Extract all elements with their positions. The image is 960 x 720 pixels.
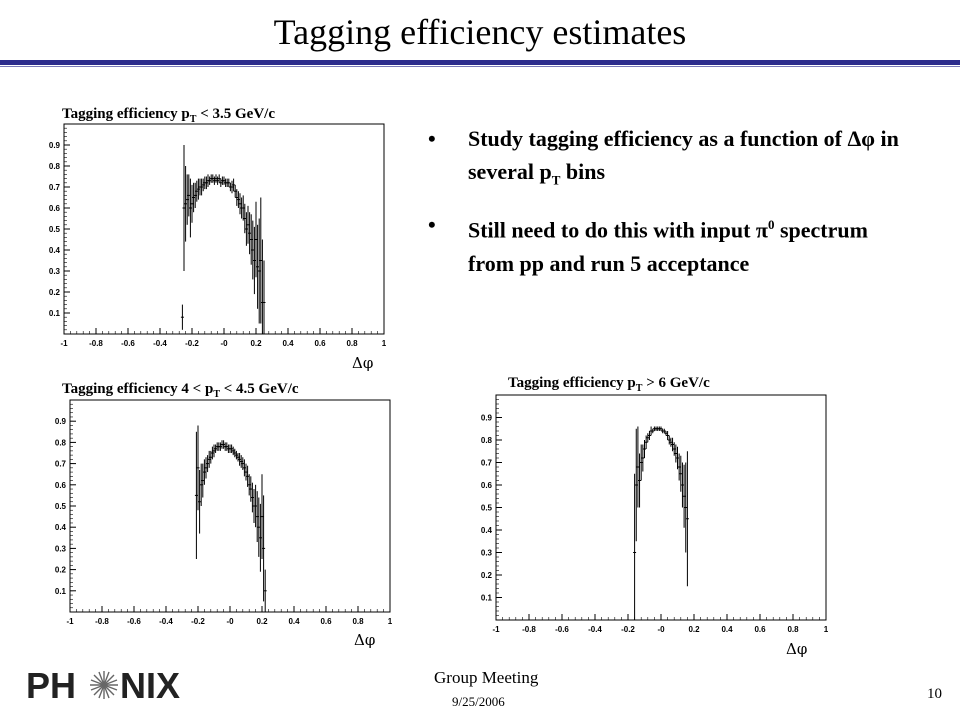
phenix-logo: PH NIX: [26, 665, 180, 706]
x-tick-label: -0.8: [522, 625, 536, 634]
y-tick-label: 0.4: [55, 523, 67, 532]
y-tick-label: 0.8: [481, 436, 493, 445]
y-tick-label: 0.5: [55, 502, 67, 511]
x-tick-label: 0.4: [288, 617, 300, 626]
x-tick-label: 0.4: [721, 625, 733, 634]
chart-title: Tagging efficiency pT > 6 GeV/c: [508, 375, 710, 394]
y-tick-label: 0.1: [49, 309, 61, 318]
x-tick-label: 0.8: [787, 625, 799, 634]
footer-meeting: Group Meeting: [434, 668, 539, 687]
x-tick-label: 0.2: [256, 617, 268, 626]
x-axis-label: Δφ: [786, 640, 808, 658]
x-tick-label: -0.8: [95, 617, 109, 626]
x-tick-label: -0.6: [555, 625, 569, 634]
bullet-item: • Study tagging efficiency as a function…: [428, 122, 908, 196]
y-tick-label: 0.1: [55, 587, 67, 596]
y-tick-label: 0.2: [481, 571, 493, 580]
footer-date: 9/25/2006: [452, 694, 505, 709]
y-tick-label: 0.5: [481, 504, 493, 513]
y-tick-label: 0.6: [481, 481, 493, 490]
svg-text:PH: PH: [26, 665, 76, 706]
chart-title: Tagging efficiency pT < 3.5 GeV/c: [62, 106, 275, 125]
x-tick-label: -0: [220, 339, 228, 348]
x-tick-label: -0: [226, 617, 234, 626]
y-tick-label: 0.6: [55, 481, 67, 490]
y-tick-label: 0.5: [49, 225, 61, 234]
page-number: 10: [927, 686, 942, 702]
y-tick-label: 0.1: [481, 594, 493, 603]
chart-title: Tagging efficiency 4 < pT < 4.5 GeV/c: [62, 381, 299, 400]
y-tick-label: 0.3: [49, 267, 61, 276]
x-tick-label: -1: [492, 625, 500, 634]
x-axis-label: Δφ: [352, 354, 374, 372]
bullet-list: • Study tagging efficiency as a function…: [428, 122, 908, 292]
svg-text:NIX: NIX: [120, 665, 180, 706]
x-tick-label: 1: [388, 617, 393, 626]
y-tick-label: 0.9: [481, 414, 493, 423]
title-rule-thin: [0, 66, 960, 67]
y-tick-label: 0.8: [55, 438, 67, 447]
x-tick-label: -0: [657, 625, 665, 634]
y-tick-label: 0.2: [49, 288, 61, 297]
x-tick-label: -0.2: [185, 339, 199, 348]
bullet-item: • Still need to do this with input π0 sp…: [428, 208, 908, 279]
x-tick-label: -1: [60, 339, 68, 348]
x-tick-label: 0.6: [314, 339, 326, 348]
x-tick-label: -1: [66, 617, 74, 626]
y-tick-label: 0.4: [481, 526, 493, 535]
bullet-dot: •: [428, 212, 436, 238]
x-tick-label: 1: [382, 339, 387, 348]
x-tick-label: 0.2: [250, 339, 262, 348]
slide-title: Tagging efficiency estimates: [273, 12, 687, 52]
x-tick-label: -0.4: [153, 339, 167, 348]
x-tick-label: -0.4: [159, 617, 173, 626]
y-tick-label: 0.9: [55, 417, 67, 426]
x-tick-label: -0.8: [89, 339, 103, 348]
x-tick-label: 0.2: [688, 625, 700, 634]
y-tick-label: 0.6: [49, 204, 61, 213]
x-tick-label: -0.6: [127, 617, 141, 626]
x-axis-label: Δφ: [354, 631, 376, 649]
y-tick-label: 0.3: [55, 544, 67, 553]
y-tick-label: 0.7: [481, 459, 493, 468]
title-rule: [0, 60, 960, 65]
y-tick-label: 0.3: [481, 549, 493, 558]
y-tick-label: 0.9: [49, 141, 61, 150]
x-tick-label: 0.4: [282, 339, 294, 348]
y-tick-label: 0.2: [55, 566, 67, 575]
y-tick-label: 0.7: [49, 183, 61, 192]
y-tick-label: 0.4: [49, 246, 61, 255]
x-tick-label: 0.8: [346, 339, 358, 348]
y-tick-label: 0.8: [49, 162, 61, 171]
x-tick-label: -0.4: [588, 625, 602, 634]
x-tick-label: -0.2: [191, 617, 205, 626]
x-tick-label: -0.6: [121, 339, 135, 348]
bullet-dot: •: [428, 126, 436, 151]
y-tick-label: 0.7: [55, 460, 67, 469]
x-tick-label: 0.8: [352, 617, 364, 626]
x-tick-label: 1: [824, 625, 829, 634]
x-tick-label: -0.2: [621, 625, 635, 634]
x-tick-label: 0.6: [754, 625, 766, 634]
x-tick-label: 0.6: [320, 617, 332, 626]
